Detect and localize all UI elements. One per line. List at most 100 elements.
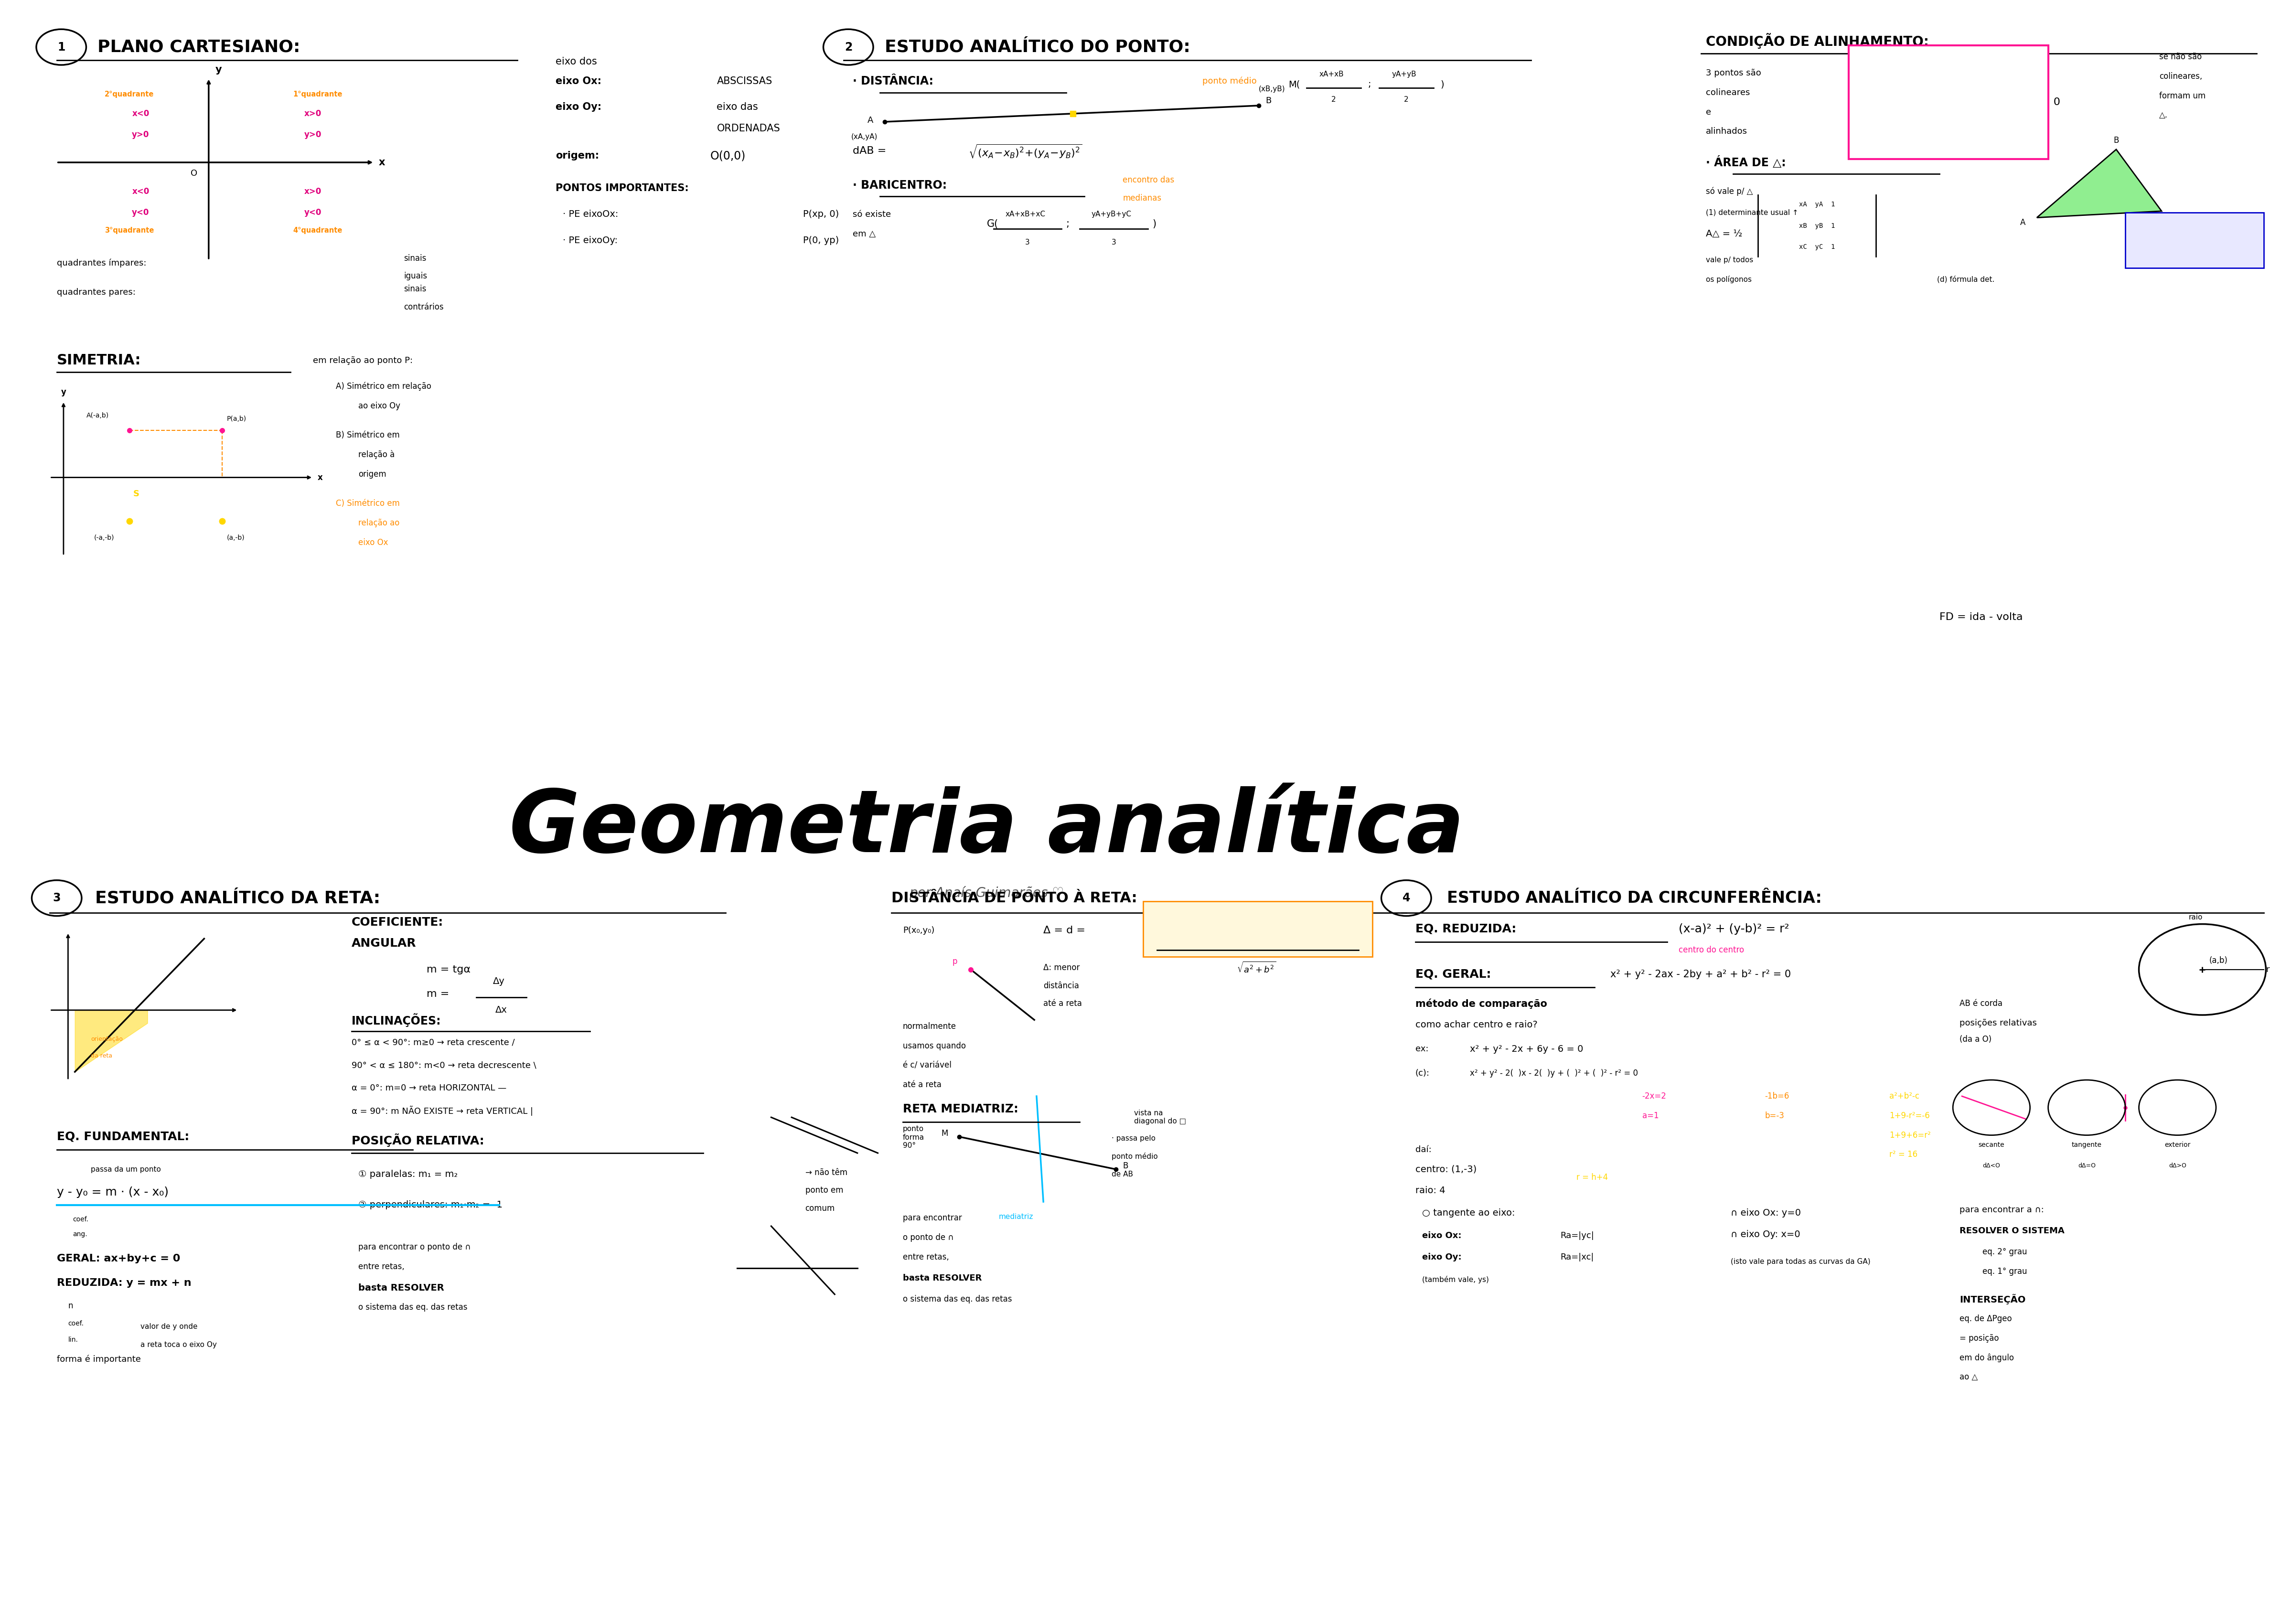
Text: ∩ eixo Ox: y=0: ∩ eixo Ox: y=0 [1730, 1208, 1800, 1218]
Text: ∩ eixo Oy: x=0: ∩ eixo Oy: x=0 [1730, 1229, 1800, 1239]
Text: 2°quadrante: 2°quadrante [104, 91, 154, 97]
Text: colineares: colineares [1705, 88, 1750, 97]
Text: C: C [2170, 218, 2177, 227]
Text: o sistema das eq. das retas: o sistema das eq. das retas [359, 1302, 468, 1312]
Text: ponto
forma
90°: ponto forma 90° [903, 1125, 924, 1150]
Text: (a,-b): (a,-b) [227, 534, 245, 541]
Text: EQ. GERAL:: EQ. GERAL: [1414, 968, 1491, 981]
Text: y<0: y<0 [304, 208, 322, 218]
Text: quadrantes ímpares:: quadrantes ímpares: [57, 258, 145, 268]
Text: dΔ<O: dΔ<O [1982, 1163, 2000, 1169]
Text: ② perpendiculares: m₁·m₂ = -1: ② perpendiculares: m₁·m₂ = -1 [359, 1200, 502, 1210]
Text: B: B [1124, 1161, 1128, 1171]
FancyBboxPatch shape [1848, 45, 2048, 159]
Text: a reta toca o eixo Oy: a reta toca o eixo Oy [141, 1341, 218, 1348]
Text: eixo Ox:: eixo Ox: [1421, 1231, 1462, 1241]
Text: y: y [216, 65, 222, 75]
Text: 3°quadrante: 3°quadrante [104, 227, 154, 234]
Text: A: A [2020, 218, 2025, 227]
Text: valor de y onde: valor de y onde [141, 1324, 197, 1330]
Text: da reta: da reta [91, 1052, 111, 1059]
Text: x<0: x<0 [132, 109, 150, 119]
Text: sinais: sinais [404, 284, 427, 294]
Text: B: B [1267, 96, 1271, 106]
Text: para encontrar o ponto de ∩: para encontrar o ponto de ∩ [359, 1242, 470, 1252]
Text: · PE eixoOy:: · PE eixoOy: [563, 235, 617, 245]
Text: passa da um ponto: passa da um ponto [91, 1166, 161, 1173]
Text: é c/ variável: é c/ variável [903, 1060, 951, 1070]
Text: m = tgα: m = tgα [427, 965, 470, 974]
Text: vale p/ todos: vale p/ todos [1705, 257, 1752, 263]
Text: x² + y² - 2ax - 2by + a² + b² - r² = 0: x² + y² - 2ax - 2by + a² + b² - r² = 0 [1609, 970, 1791, 979]
Text: INTERSEÇÃO: INTERSEÇÃO [1959, 1294, 2025, 1304]
Text: |ax₀+by₀+c|: |ax₀+by₀+c| [1228, 924, 1285, 934]
Text: forma é importante: forma é importante [57, 1354, 141, 1364]
Text: ang.: ang. [73, 1231, 86, 1237]
Text: r = h+4: r = h+4 [1575, 1173, 1607, 1182]
Text: alinhados: alinhados [1705, 127, 1748, 136]
Text: INCLINAÇÕES:: INCLINAÇÕES: [352, 1013, 440, 1026]
Text: yA+yB: yA+yB [1392, 71, 1416, 78]
Text: eq. 2° grau: eq. 2° grau [1982, 1247, 2027, 1257]
Text: ESTUDO ANALÍTICO DA RETA:: ESTUDO ANALÍTICO DA RETA: [95, 890, 381, 906]
Text: eixo Ox:: eixo Ox: [556, 76, 602, 86]
Text: secante: secante [1979, 1142, 2004, 1148]
Text: POSIÇÃO RELATIVA:: POSIÇÃO RELATIVA: [352, 1134, 484, 1147]
Text: ;: ; [1067, 219, 1069, 229]
Text: S: S [134, 489, 138, 499]
Text: ponto médio: ponto médio [1112, 1153, 1158, 1160]
Text: n: n [68, 1301, 73, 1311]
Text: xA  yA  1: xA yA 1 [1927, 73, 1970, 83]
Text: C) Simétrico em: C) Simétrico em [336, 499, 400, 508]
Text: origem:: origem: [556, 151, 599, 161]
Text: B) Simétrico em: B) Simétrico em [336, 430, 400, 440]
Text: basta RESOLVER: basta RESOLVER [359, 1283, 445, 1293]
Text: x² + y² - 2x + 6y - 6 = 0: x² + y² - 2x + 6y - 6 = 0 [1469, 1044, 1582, 1054]
Text: até a reta: até a reta [903, 1080, 942, 1090]
Text: 2: 2 [1332, 96, 1337, 102]
Text: P(xp, 0): P(xp, 0) [804, 209, 840, 219]
Text: ANGULAR: ANGULAR [352, 937, 415, 950]
Text: ponto em: ponto em [806, 1186, 842, 1195]
Text: P(x₀,y₀): P(x₀,y₀) [903, 926, 935, 935]
Text: eq. 1° grau: eq. 1° grau [1982, 1267, 2027, 1276]
Text: lin.: lin. [68, 1337, 77, 1343]
Text: P(0, yp): P(0, yp) [804, 235, 840, 245]
Text: de AB: de AB [1112, 1171, 1133, 1177]
Polygon shape [2036, 149, 2161, 218]
Text: (da a O): (da a O) [1959, 1034, 1991, 1044]
Text: m =: m = [427, 989, 449, 999]
Text: orientação: orientação [91, 1036, 123, 1043]
Text: iguais: iguais [404, 271, 427, 281]
Text: ex:: ex: [1414, 1044, 1428, 1054]
Text: ): ) [1439, 80, 1444, 89]
Text: sinais: sinais [404, 253, 427, 263]
Text: GERAL: ax+by+c = 0: GERAL: ax+by+c = 0 [57, 1254, 179, 1263]
Text: 3: 3 [52, 892, 61, 905]
Text: posições relativas: posições relativas [1959, 1018, 2036, 1028]
Text: 4°quadrante: 4°quadrante [293, 227, 343, 234]
Text: colineares,: colineares, [2159, 71, 2202, 81]
Text: ○ tangente ao eixo:: ○ tangente ao eixo: [1421, 1208, 1514, 1218]
Text: eixo dos: eixo dos [556, 57, 597, 67]
Text: ① paralelas: m₁ = m₂: ① paralelas: m₁ = m₂ [359, 1169, 459, 1179]
Text: ESTUDO ANALÍTICO DO PONTO:: ESTUDO ANALÍTICO DO PONTO: [885, 39, 1189, 55]
Text: · ÁREA DE △:: · ÁREA DE △: [1705, 156, 1786, 169]
Text: $\sqrt{a^2+b^2}$: $\sqrt{a^2+b^2}$ [1237, 961, 1276, 974]
Text: A) Simétrico em relação: A) Simétrico em relação [336, 382, 431, 391]
Text: → não têm: → não têm [806, 1168, 847, 1177]
Text: y: y [61, 388, 66, 396]
Text: mediatriz: mediatriz [999, 1213, 1033, 1220]
Text: x: x [318, 473, 322, 482]
Text: SIMETRIA:: SIMETRIA: [57, 354, 141, 367]
Text: coef.: coef. [73, 1216, 89, 1223]
Text: xA+xB+xC: xA+xB+xC [1006, 211, 1044, 218]
Text: para encontrar: para encontrar [903, 1213, 962, 1223]
Text: x² + y² - 2(  )x - 2(  )y + (  )² + (  )² - r² = 0: x² + y² - 2( )x - 2( )y + ( )² + ( )² - … [1469, 1069, 1639, 1078]
Text: x>0: x>0 [304, 187, 322, 197]
Text: RESOLVER O SISTEMA: RESOLVER O SISTEMA [1959, 1226, 2066, 1236]
Text: normalmente: normalmente [903, 1021, 956, 1031]
Text: · passa pelo: · passa pelo [1112, 1135, 1155, 1142]
Text: raio: 4: raio: 4 [1414, 1186, 1446, 1195]
Text: COEFICIENTE:: COEFICIENTE: [352, 916, 443, 929]
